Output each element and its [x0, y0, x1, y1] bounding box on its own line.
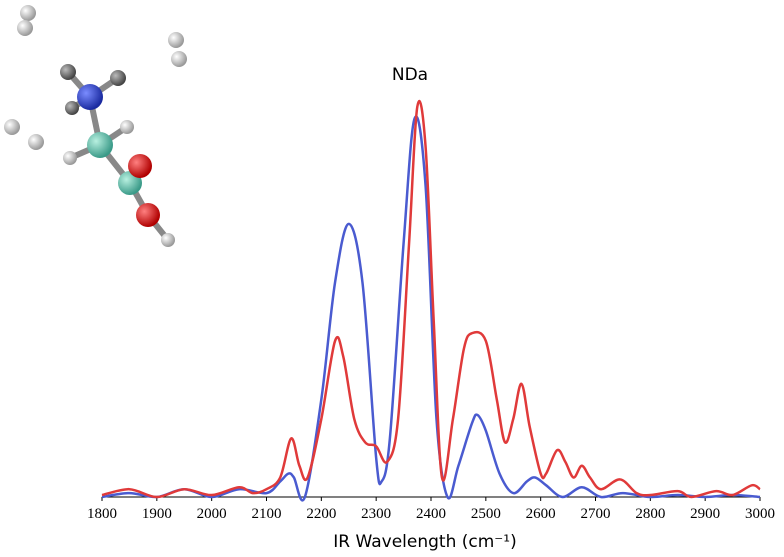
x-tick-label: 2800: [635, 506, 665, 522]
x-tick-label: 2400: [416, 506, 446, 522]
x-tick-label: 1900: [142, 506, 172, 522]
x-tick-label: 2300: [361, 506, 391, 522]
x-tick-label: 2000: [197, 506, 227, 522]
x-tick-label: 1800: [87, 506, 117, 522]
molecule: [4, 5, 187, 247]
x-tick-label: 3000: [745, 506, 775, 522]
x-tick-label: 2600: [526, 506, 556, 522]
spectrum-line: [101, 115, 761, 502]
x-tick-label: 2900: [690, 506, 720, 522]
chart-title: NDa: [392, 65, 428, 85]
x-axis-label: IR Wavelength (cm⁻¹): [333, 532, 516, 552]
x-tick-label: 2500: [471, 506, 501, 522]
spectrum-line: [101, 99, 761, 499]
x-tick-label: 2700: [581, 506, 611, 522]
x-tick-label: 2200: [306, 506, 336, 522]
x-tick-label: 2100: [252, 506, 282, 522]
